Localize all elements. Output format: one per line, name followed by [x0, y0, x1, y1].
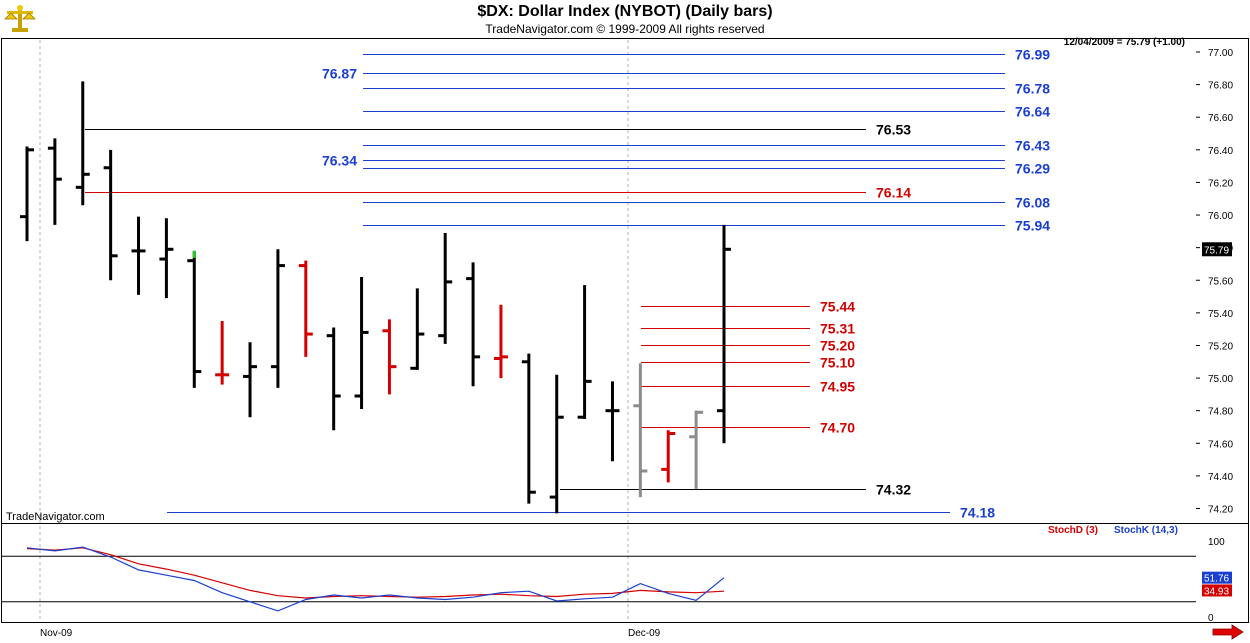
ohlc-bar — [717, 224, 731, 444]
level-label: 74.95 — [820, 379, 855, 395]
ohlc-bar — [20, 146, 34, 242]
ohlc-bar — [298, 260, 313, 357]
ohlc-bar — [410, 288, 425, 370]
ohlc-bar — [270, 249, 285, 388]
level-label: 76.08 — [1015, 195, 1050, 211]
ohlc-bar — [466, 262, 481, 387]
level-label: 76.43 — [1015, 138, 1050, 154]
red-right-arrow-icon[interactable] — [1212, 624, 1244, 640]
y-tick-label: 75.00 — [1208, 374, 1233, 385]
stochk-last-marker — [1202, 571, 1232, 584]
y-tick-label: 75.20 — [1208, 341, 1233, 352]
ohlc-bar — [159, 218, 174, 299]
last-price-label: 75.79 — [1204, 245, 1229, 256]
ohlc-bar — [131, 216, 146, 295]
ohlc-bar — [326, 327, 341, 431]
level-label: 75.20 — [820, 338, 855, 354]
stochd-last-marker — [1202, 584, 1232, 597]
stoch-tick-label: 100 — [1208, 537, 1225, 548]
ohlc-bar — [605, 381, 620, 462]
ohlc-bar — [549, 374, 564, 514]
y-tick-label: 76.40 — [1208, 146, 1233, 157]
level-label: 75.44 — [820, 299, 855, 315]
y-tick-label: 74.40 — [1208, 472, 1233, 483]
x-label: Dec-09 — [628, 628, 661, 639]
last-bar-stamp: 12/04/2009 = 75.79 (+1.00) — [1063, 37, 1185, 48]
level-label: 76.53 — [876, 122, 911, 138]
stoch-tick-label: 0 — [1208, 613, 1214, 624]
x-label: Nov-09 — [40, 628, 73, 639]
ohlc-bar — [354, 276, 369, 410]
ohlc-bar — [661, 430, 676, 483]
level-label: 76.99 — [1015, 47, 1050, 63]
ohlc-bar — [633, 363, 648, 498]
y-tick-label: 75.60 — [1208, 276, 1233, 287]
y-tick-label: 76.00 — [1208, 211, 1233, 222]
y-tick-label: 77.00 — [1208, 48, 1233, 59]
level-label: 76.64 — [1015, 104, 1050, 120]
watermark: TradeNavigator.com — [6, 511, 105, 523]
ohlc-bar — [521, 353, 536, 504]
ohlc-bar — [75, 81, 90, 206]
level-label: 76.78 — [1015, 81, 1050, 97]
ohlc-bar — [187, 250, 202, 388]
y-tick-label: 76.60 — [1208, 113, 1233, 124]
level-label: 76.29 — [1015, 161, 1050, 177]
level-label: 74.18 — [960, 505, 995, 521]
stochd-line — [26, 547, 725, 599]
level-label: 76.34 — [322, 153, 357, 169]
level-label: 76.87 — [322, 66, 357, 82]
stochk-last-label: 51.76 — [1204, 574, 1229, 585]
y-tick-label: 74.60 — [1208, 439, 1233, 450]
level-label: 76.14 — [876, 185, 911, 201]
ohlc-bar — [215, 321, 230, 385]
level-label: 75.94 — [1015, 218, 1050, 234]
ohlc-bar — [243, 342, 258, 418]
chart-title: $DX: Dollar Index (NYBOT) (Daily bars) — [477, 3, 773, 20]
stochk-line — [26, 546, 725, 612]
stochd-last-label: 34.93 — [1204, 586, 1229, 597]
ohlc-bar — [382, 319, 397, 395]
ohlc-bar — [47, 138, 62, 225]
level-label: 75.10 — [820, 355, 855, 371]
last-price-marker — [1202, 242, 1232, 257]
stochk-legend: StochK (14,3) — [1114, 525, 1178, 536]
y-tick-label: 76.80 — [1208, 81, 1233, 92]
ohlc-bar — [438, 232, 453, 344]
level-label: 74.32 — [876, 482, 911, 498]
ohlc-bar — [493, 304, 508, 379]
y-tick-label: 76.20 — [1208, 178, 1233, 189]
y-tick-label: 75.40 — [1208, 309, 1233, 320]
ohlc-bar — [689, 410, 704, 489]
stochd-legend: StochD (3) — [1048, 525, 1098, 536]
y-tick-label: 74.80 — [1208, 407, 1233, 418]
copyright-subtitle: TradeNavigator.com © 1999-2009 All right… — [485, 22, 765, 36]
scales-logo-icon[interactable] — [4, 4, 36, 34]
stochastic-panel — [1, 523, 1249, 623]
level-label: 74.70 — [820, 420, 855, 436]
y-tick-label: 74.20 — [1208, 505, 1233, 516]
ohlc-bar — [103, 149, 118, 281]
ohlc-bar — [577, 285, 592, 419]
level-label: 75.31 — [820, 321, 855, 337]
